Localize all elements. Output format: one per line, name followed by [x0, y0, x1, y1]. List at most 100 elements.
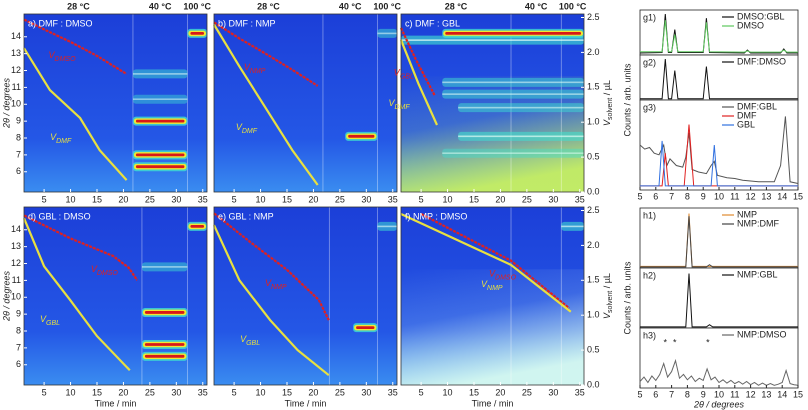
pattern-line [640, 59, 798, 100]
diffraction-streak [561, 221, 584, 231]
x-tick-label: 15 [92, 387, 102, 397]
y2-tick-label: 2.0 [587, 47, 600, 57]
y2-tick-label: 0.0 [587, 186, 600, 196]
streak-core [445, 32, 581, 35]
y2-axis-label: Vsolvent / µL [602, 80, 613, 126]
y-axis-label: Counts / arb. units [622, 261, 632, 335]
x-tick-label: 20 [118, 387, 128, 397]
volume-curve [400, 213, 572, 313]
y2-axis-label-main: V [602, 119, 612, 126]
legend-label: NMP:GBL [737, 269, 778, 279]
streak-core [135, 165, 185, 169]
x-tick-label: 11 [730, 389, 739, 399]
panel-background [639, 327, 799, 389]
diffraction-streak [377, 28, 397, 38]
curve-label-main: V [40, 314, 47, 324]
x-tick-label: 12 [746, 389, 756, 399]
temperature-label: 100 °C [373, 1, 401, 11]
x-tick-label: 35 [198, 387, 208, 397]
panel-title: h2) [643, 270, 656, 280]
x-tick-label: 9 [701, 389, 706, 399]
temperature-label: 40 °C [339, 1, 362, 11]
diffraction-streak [345, 131, 378, 141]
peak-marker: * [664, 337, 668, 347]
x-tick-label: 30 [171, 387, 181, 397]
x-tick-label: 25 [522, 387, 532, 397]
x-tick-label: 5 [42, 194, 47, 204]
x-tick-label: 5 [637, 389, 642, 399]
x-tick-label: 30 [361, 387, 371, 397]
peak-marker: * [673, 337, 677, 347]
x-tick-label: 10 [256, 194, 266, 204]
pattern-line [640, 273, 798, 328]
diffraction-streak [187, 28, 207, 38]
panel-title: g1) [643, 12, 656, 22]
streak-core [144, 311, 185, 314]
x-tick-label: 5 [637, 191, 642, 201]
curve-label: VNMP [265, 278, 287, 290]
panel-frame [400, 206, 585, 386]
panel-title: h3) [643, 330, 656, 340]
x-tick-label: 10 [443, 387, 453, 397]
legend-label: NMP:DMF [737, 218, 779, 228]
x-tick-label: 7 [669, 191, 674, 201]
y2-tick-label: 1.0 [587, 310, 600, 320]
x-tick-label: 5 [419, 387, 424, 397]
temperature-label: 100 °C [559, 1, 587, 11]
x-tick-label: 8 [685, 191, 690, 201]
streak-core [442, 93, 584, 95]
volume-curve [213, 224, 330, 377]
y-tick-label: 11 [12, 82, 21, 92]
x-tick-label: 5 [232, 387, 237, 397]
x-tick-label: 20 [495, 194, 505, 204]
x-tick-label: 25 [522, 194, 532, 204]
y2-axis-label-sub: solvent [607, 98, 614, 120]
y2-tick-label: 2.5 [587, 12, 600, 22]
legend-label: GBL [737, 119, 755, 129]
x-tick-label: 6 [653, 191, 658, 201]
x-axis-label: Time / min [285, 398, 327, 408]
curve-label-main: V [49, 50, 56, 60]
curve-label: VDMF [50, 132, 72, 144]
temperature-label: 28 °C [257, 1, 280, 11]
curve-label-main: V [240, 334, 247, 344]
streak-core [442, 81, 584, 84]
legend-label: DMF:GBL [737, 101, 777, 111]
x-tick-label: 8 [685, 389, 690, 399]
panel-title: d) GBL : DMSO [28, 211, 91, 221]
diffraction-streak [132, 116, 188, 126]
x-tick-label: 30 [548, 194, 558, 204]
streak-core [135, 119, 185, 123]
haze [401, 269, 584, 385]
diffraction-streak [442, 89, 584, 99]
curve-label-main: V [236, 123, 243, 133]
legend-label: DMF [737, 110, 757, 120]
x-tick-label: 25 [335, 194, 345, 204]
legend-label: DMF:DMSO [737, 56, 786, 66]
temperature-label: 100 °C [183, 1, 211, 11]
y-tick-label: 10 [11, 99, 21, 109]
y2-axis-label-sub: solvent [607, 291, 614, 313]
y-tick-label: 13 [11, 241, 21, 251]
curve-label-main: V [481, 279, 488, 289]
temperature-label: 40 °C [525, 1, 548, 11]
x-tick-label: 11 [730, 191, 739, 201]
curve-label-sub: DMSO [495, 275, 517, 282]
streak-core [561, 225, 584, 228]
x-axis-label: Time / min [472, 398, 514, 408]
curve-label-main: V [489, 269, 496, 279]
panel-frame [23, 206, 208, 386]
pattern-line [640, 140, 798, 187]
x-tick-label: 30 [548, 387, 558, 397]
curve-label-sub: NMP [250, 68, 266, 75]
legend-label: NMP [737, 209, 757, 219]
diffraction-streak [187, 221, 207, 231]
x-tick-label: 15 [793, 191, 803, 201]
temperature-label: 28 °C [67, 1, 90, 11]
panel-frame [213, 206, 398, 386]
y2-tick-label: 2.5 [587, 205, 600, 215]
legend-label: DMSO [737, 20, 764, 30]
panel-background [639, 99, 799, 191]
x-tick-label: 35 [575, 194, 585, 204]
